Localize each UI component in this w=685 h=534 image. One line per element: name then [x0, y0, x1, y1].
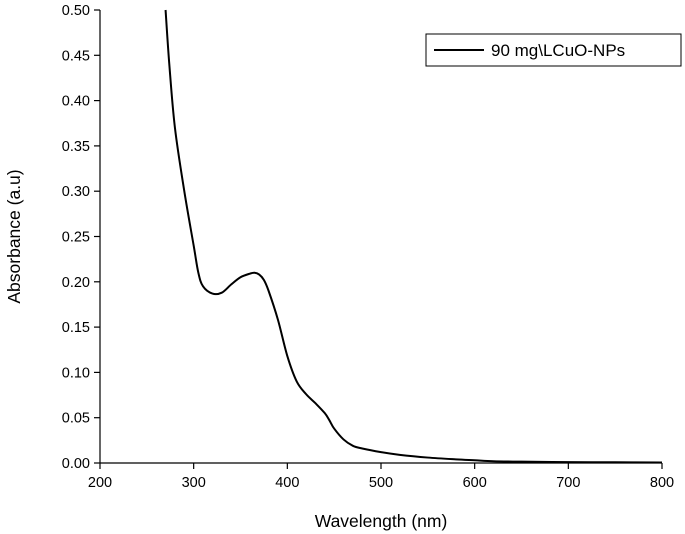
y-tick-label: 0.15: [62, 320, 90, 336]
y-tick-label: 0.05: [62, 411, 90, 427]
x-tick-label: 300: [182, 475, 206, 491]
y-tick-label: 0.00: [62, 456, 90, 472]
x-tick-label: 500: [369, 475, 393, 491]
y-tick-label: 0.30: [62, 184, 90, 200]
x-axis-title: Wavelength (nm): [315, 511, 448, 531]
y-tick-label: 0.10: [62, 365, 90, 381]
x-tick-label: 400: [275, 475, 299, 491]
y-tick-label: 0.35: [62, 139, 90, 155]
y-tick-label: 0.40: [62, 94, 90, 110]
legend: 90 mg\LCuO-NPs: [425, 33, 682, 67]
x-tick-label: 600: [463, 475, 487, 491]
y-tick-label: 0.25: [62, 230, 90, 246]
x-tick-label: 200: [88, 475, 112, 491]
series-line-0: [164, 9, 663, 464]
legend-label: 90 mg\LCuO-NPs: [491, 41, 625, 60]
y-axis-ticks: 0.00 0.05 0.10 0.15 0.20 0.25 0.30 0.35 0.40 0.45…: [62, 3, 100, 472]
x-axis-ticks: 200 300 400 500 600 700 800: [88, 463, 674, 491]
y-axis-title: Absorbance (a.u): [4, 169, 24, 303]
plot-area: 200 300 400 500 600 700 800 0.000.050.100.150.…: [62, 3, 674, 491]
y-tick-label: 0.45: [62, 48, 90, 64]
y-tick-label: 0.20: [62, 275, 90, 291]
y-tick-label: 0.50: [62, 3, 90, 19]
x-tick-label: 700: [556, 475, 580, 491]
x-tick-label: 800: [650, 475, 674, 491]
